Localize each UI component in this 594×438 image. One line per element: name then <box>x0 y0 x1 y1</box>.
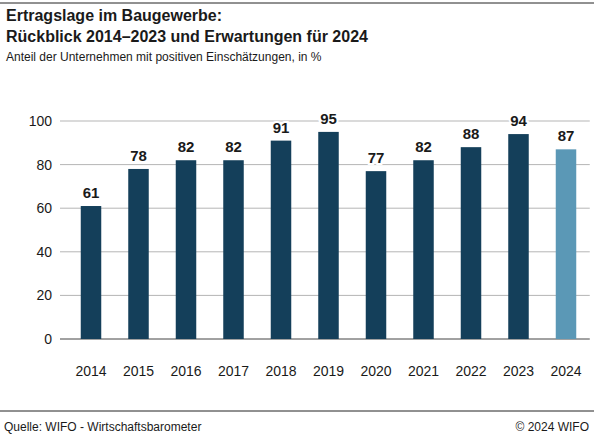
data-label: 87 <box>558 127 575 144</box>
x-tick-label: 2024 <box>550 363 581 379</box>
data-label: 91 <box>273 119 290 136</box>
y-tick-label: 80 <box>36 157 52 173</box>
bar <box>366 171 387 339</box>
data-label: 77 <box>368 149 385 166</box>
data-label: 61 <box>83 184 100 201</box>
data-label: 82 <box>178 138 195 155</box>
bar <box>271 141 292 339</box>
x-tick-label: 2015 <box>123 363 154 379</box>
x-tick-label: 2022 <box>455 363 486 379</box>
data-label: 94 <box>510 112 527 129</box>
bottom-rule <box>0 411 594 412</box>
copyright: © 2024 WIFO <box>515 420 589 434</box>
x-tick-label: 2016 <box>170 363 201 379</box>
source: Quelle: WIFO - Wirtschaftsbarometer <box>4 420 201 434</box>
bar <box>318 132 339 339</box>
grid <box>60 121 590 339</box>
y-tick-label: 20 <box>36 287 52 303</box>
bar <box>556 149 577 339</box>
chart-container: Ertragslage im Baugewerbe: Rückblick 2014… <box>0 0 594 438</box>
bar <box>413 160 434 339</box>
bar <box>128 169 149 339</box>
x-tick-label: 2019 <box>313 363 344 379</box>
chart-svg: Ertragslage im Baugewerbe: Rückblick 2014… <box>0 0 594 438</box>
data-label: 95 <box>320 110 337 127</box>
data-label: 82 <box>415 138 432 155</box>
title: Rückblick 2014–2023 und Erwartungen für … <box>6 28 368 45</box>
data-label: 82 <box>225 138 242 155</box>
data-labels: 61 78 82 82 91 95 77 82 88 94 87 <box>83 110 575 201</box>
title: Ertragslage im Baugewerbe: <box>6 7 222 24</box>
y-tick-label: 100 <box>29 113 53 129</box>
bars <box>81 132 577 339</box>
x-tick-label: 2018 <box>265 363 296 379</box>
x-tick-label: 2014 <box>75 363 106 379</box>
bar <box>176 160 197 339</box>
top-rule <box>0 3 594 4</box>
bar <box>461 147 482 339</box>
bar <box>508 134 529 339</box>
data-label: 88 <box>463 125 480 142</box>
subtitle: Anteil der Unternehmen mit positiven Ein… <box>6 50 322 64</box>
bar <box>81 206 102 339</box>
bar <box>223 160 244 339</box>
x-tick-label: 2021 <box>408 363 439 379</box>
x-tick-label: 2017 <box>218 363 249 379</box>
y-tick-label: 40 <box>36 244 52 260</box>
data-label: 78 <box>130 147 147 164</box>
x-tick-label: 2020 <box>360 363 391 379</box>
y-tick-label: 60 <box>36 200 52 216</box>
y-tick-label: 0 <box>44 331 52 347</box>
x-tick-label: 2023 <box>503 363 534 379</box>
